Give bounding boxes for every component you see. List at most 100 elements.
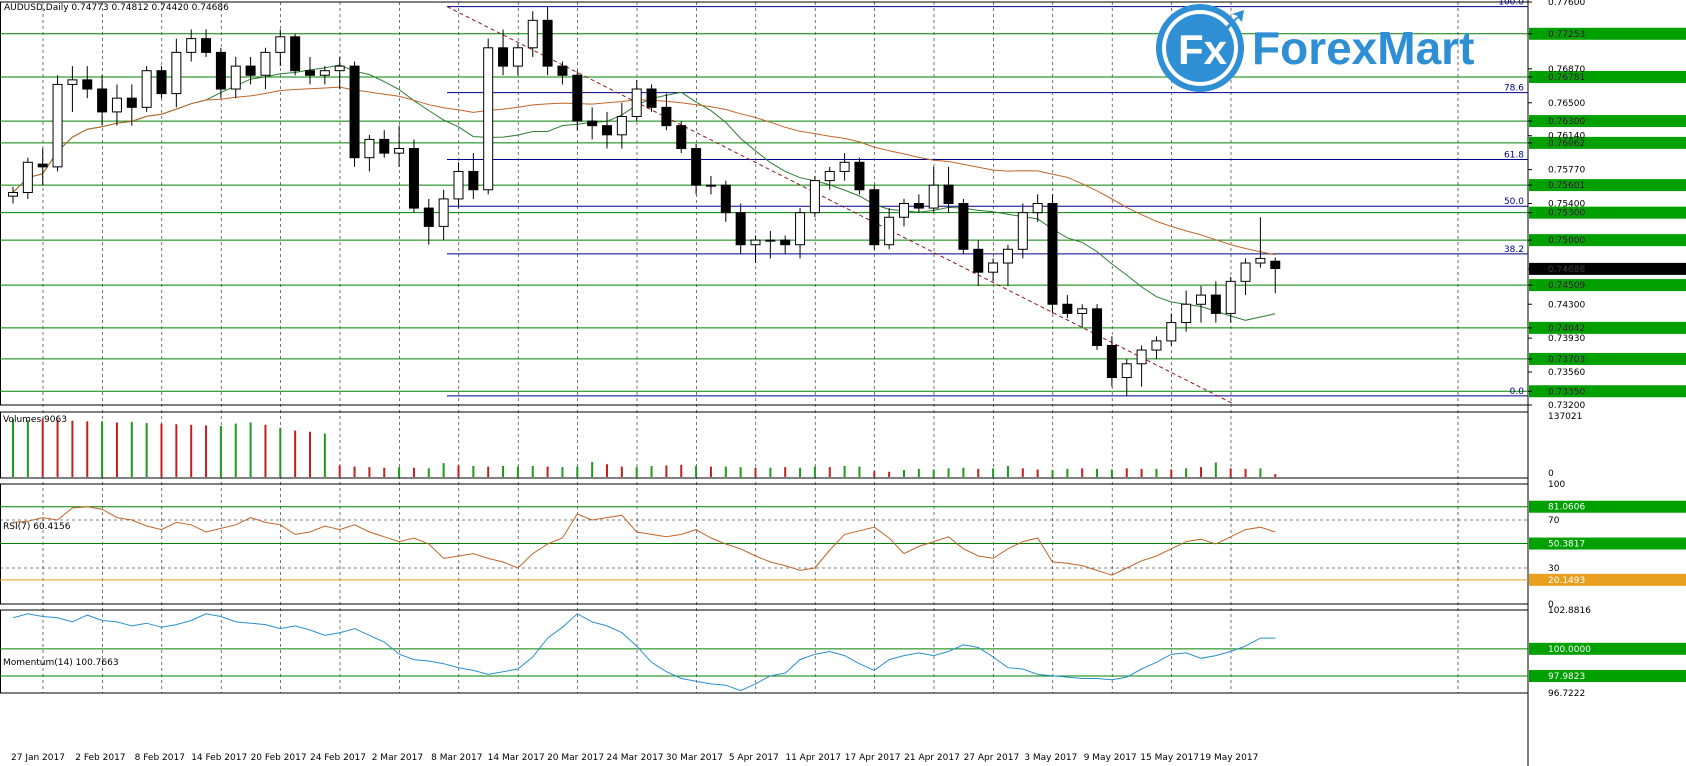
level-badge <box>1529 136 1686 149</box>
candle-body <box>720 184 731 214</box>
date-label: 8 Mar 2017 <box>431 753 482 763</box>
symbol-header: AUDUSD,Daily 0.74773 0.74812 0.74420 0.7… <box>4 3 229 13</box>
moving-averages <box>12 64 1276 321</box>
momentum-level-badge <box>1529 642 1686 655</box>
candle <box>215 47 226 99</box>
candle-body <box>1077 308 1088 314</box>
candle <box>1077 304 1088 328</box>
candle <box>230 56 241 99</box>
price-tick-label: 0.75400 <box>1548 200 1585 210</box>
price-tick-label: 0.75300 <box>1548 209 1585 219</box>
candle <box>1225 276 1236 323</box>
level-badge-label: 0.77253 <box>1548 30 1585 40</box>
horizontal-levels: 0.77253 0.76781 0.76300 0.76062 0.75601 0.753… <box>0 27 1686 398</box>
ma-fast-line <box>12 64 1276 321</box>
level-badge <box>1529 27 1686 40</box>
logo-arrow-icon <box>1222 10 1244 32</box>
candle-body <box>1196 294 1206 305</box>
candle <box>379 130 390 158</box>
candle-body <box>82 79 93 90</box>
rsi-level-badge <box>1529 537 1686 550</box>
candle <box>453 162 464 209</box>
rsi-level-badge <box>1529 500 1686 513</box>
level-badge-label: 0.75300 <box>1548 209 1585 219</box>
candle-body <box>1106 344 1117 379</box>
candle <box>676 121 687 154</box>
candle-body <box>1032 203 1043 214</box>
candle-body <box>691 148 702 186</box>
candle-body <box>913 203 924 209</box>
candle <box>468 153 479 199</box>
candle-body <box>735 212 746 246</box>
level-badge <box>1529 385 1686 398</box>
price-tick-label: 0.76870 <box>1548 65 1585 75</box>
fib-label: 100.0 <box>1498 0 1524 8</box>
level-badge-label: 0.75601 <box>1548 181 1585 191</box>
candle-body <box>869 189 880 246</box>
price-tick-label: 0.73200 <box>1548 401 1585 411</box>
candle-body <box>1136 349 1147 365</box>
level-badge-label: 0.75000 <box>1548 236 1585 246</box>
volume-tick-label: 0 <box>1548 469 1554 479</box>
candle-body <box>988 262 999 273</box>
candle <box>156 66 167 99</box>
candle-body <box>1017 212 1028 250</box>
candle <box>171 38 182 108</box>
rsi-level-badge <box>1529 573 1686 586</box>
candle-body <box>275 36 286 53</box>
candle-body <box>958 203 969 250</box>
candle-body <box>22 161 33 194</box>
level-badge-label: 0.73703 <box>1548 355 1585 365</box>
candle <box>869 185 880 250</box>
date-label: 9 May 2017 <box>1084 753 1137 763</box>
candle-body <box>780 239 791 246</box>
candle <box>1002 244 1013 286</box>
candle-body <box>171 51 182 95</box>
candle-body <box>201 38 212 53</box>
fib-label: 0.0 <box>1510 387 1525 397</box>
ma-slow-line <box>12 86 1276 256</box>
candle <box>1196 285 1206 323</box>
date-label: 17 Apr 2017 <box>845 753 901 763</box>
candle-body <box>305 70 315 76</box>
date-label: 2 Mar 2017 <box>372 753 423 763</box>
candle <box>1210 281 1221 323</box>
candle-body <box>1240 262 1251 282</box>
candle <box>1121 359 1132 396</box>
candle-body <box>824 170 835 182</box>
candle <box>839 153 850 181</box>
candle <box>37 148 48 186</box>
price-tick-label: 0.73560 <box>1548 368 1585 378</box>
level-badge <box>1529 321 1686 334</box>
candle-body <box>557 65 568 76</box>
candle-body <box>542 19 553 67</box>
candle <box>1017 203 1028 259</box>
date-label: 11 Apr 2017 <box>785 753 841 763</box>
candle-body <box>795 212 806 246</box>
candle <box>557 61 568 85</box>
candle-body <box>319 70 330 76</box>
fibonacci-levels: 100.0 78.6 61.8 50.0 38.2 0.0 <box>447 0 1528 397</box>
candle-body <box>676 125 687 150</box>
date-label: 27 Jan 2017 <box>11 753 65 763</box>
candle <box>631 79 642 122</box>
candle-body <box>1002 248 1013 264</box>
candle-body <box>245 65 256 76</box>
candle-body <box>468 170 479 191</box>
fib-label: 50.0 <box>1504 197 1524 207</box>
forexmart-logo: Fx ForexMart <box>1156 4 1474 92</box>
date-label: 20 Mar 2017 <box>547 753 604 763</box>
candle-body <box>364 138 375 159</box>
candle <box>364 134 375 172</box>
candle <box>67 66 78 112</box>
candle <box>1032 194 1043 222</box>
candle-body <box>498 47 509 67</box>
date-label: 5 Apr 2017 <box>729 753 779 763</box>
candle-body <box>587 120 598 127</box>
candle-body <box>661 106 672 127</box>
candle <box>913 194 924 213</box>
price-tick-label: 0.75000 <box>1548 236 1585 246</box>
price-tick-label: 0.73350 <box>1548 387 1585 397</box>
candle-body <box>1047 203 1058 305</box>
